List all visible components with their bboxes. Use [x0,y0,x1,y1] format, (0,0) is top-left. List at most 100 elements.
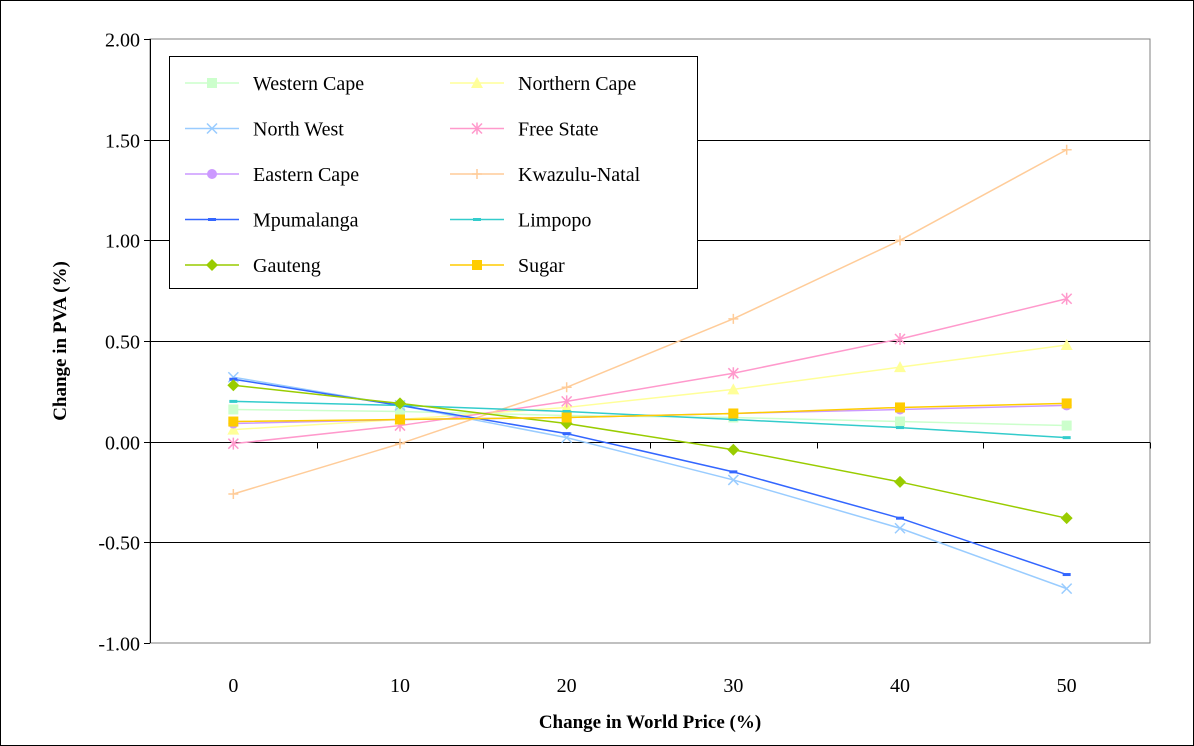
series-line [233,149,1068,495]
data-point [227,423,240,435]
data-point [1061,398,1072,409]
legend-item-northern-cape: Northern Cape [450,73,636,95]
x-tick-label: 10 [390,675,410,697]
data-point [562,432,571,436]
x-tick-label: 50 [1057,675,1077,697]
data-point [894,475,906,488]
data-point [727,367,739,380]
series-northern-cape [227,339,1073,435]
legend-item-free-state: Free State [450,119,599,141]
series-line [233,344,1067,431]
legend-item-gauteng: Gauteng [185,255,321,277]
data-point [728,313,739,324]
data-point [228,489,239,500]
data-point [895,235,905,246]
data-point [228,416,239,427]
legend-marker [471,77,483,88]
y-tick-label: -0.50 [98,533,140,555]
data-point [561,412,572,423]
data-point [1060,339,1073,351]
data-point [1061,144,1072,155]
data-point [1062,436,1071,440]
data-point [561,395,573,408]
data-point [894,361,906,373]
legend-marker [207,169,217,179]
data-point [729,470,738,474]
legend-box [169,56,698,289]
series-free-state [227,292,1073,450]
data-point [229,399,238,403]
legend-item-kwazulu-natal: Kwazulu-Natal [450,164,641,186]
data-point [1061,292,1073,305]
legend-item-north-west: North West [185,119,344,141]
legend-item-sugar: Sugar [450,255,565,277]
data-point [395,438,405,449]
data-point [895,416,905,427]
legend-label: Sugar [518,255,565,277]
legend-item-eastern-cape: Eastern Cape [185,164,359,186]
data-point [227,437,239,450]
legend-marker [472,260,482,270]
legend-label: Mpumalanga [253,210,359,232]
legend-item-limpopo: Limpopo [450,210,591,232]
legend-label: Eastern Cape [253,164,359,186]
data-point [896,426,904,430]
series-line [233,384,1067,519]
data-point [395,414,405,425]
legend-marker [473,218,481,221]
series-line [233,297,1067,445]
legend-marker [208,218,216,221]
data-point [1062,573,1071,577]
series-kwazulu-natal [228,144,1072,500]
legend-label: North West [253,119,344,141]
y-tick-label: 0.50 [105,332,140,354]
legend-item-western-cape: Western Cape [185,73,364,95]
data-point [894,332,906,345]
axes: -1.00 -0.50 0.00 0.50 1.00 1.50 2.00 0 10 20 30 40 5… [98,30,1151,697]
legend-label: Gauteng [253,255,321,277]
data-point [1060,512,1073,525]
series-gauteng [227,379,1073,525]
legend: Western Cape Northern Cape North West Free … [169,56,698,289]
x-tick-label: 0 [228,675,238,697]
series-sugar [228,398,1072,427]
data-point [896,516,904,520]
data-point [727,474,739,486]
data-point [894,522,906,534]
data-point [228,404,239,415]
data-point [728,408,739,419]
legend-marker [207,78,217,88]
y-tick-label: -1.00 [98,634,140,656]
data-point [895,402,905,413]
y-tick-label: 1.50 [105,131,140,153]
legend-marker [206,259,218,271]
data-point [729,418,738,422]
legend-label: Free State [518,119,599,141]
legend-label: Northern Cape [518,73,636,95]
y-tick-label: 2.00 [105,30,140,52]
x-tick-label: 40 [890,675,910,697]
data-point [562,409,571,413]
y-tick-label: 1.00 [105,231,140,253]
x-tick-label: 20 [557,675,577,697]
data-point [229,377,238,381]
data-point [1061,583,1073,595]
legend-item-mpumalanga: Mpumalanga [185,210,359,232]
data-point [395,406,405,417]
data-point [1061,420,1072,431]
x-tick-label: 30 [723,675,743,697]
legend-marker [206,122,218,135]
legend-label: Limpopo [518,210,591,232]
legend-marker [471,122,483,135]
series-line [233,408,1067,427]
series-group [227,144,1073,595]
legend-marker [472,169,482,179]
data-point [394,397,406,410]
y-tick-label: 0.00 [105,433,140,455]
data-point [727,383,740,395]
x-axis-title: Change in World Price (%) [539,712,761,733]
y-axis-title: Change in PVA (%) [50,261,71,421]
data-point [227,379,240,392]
